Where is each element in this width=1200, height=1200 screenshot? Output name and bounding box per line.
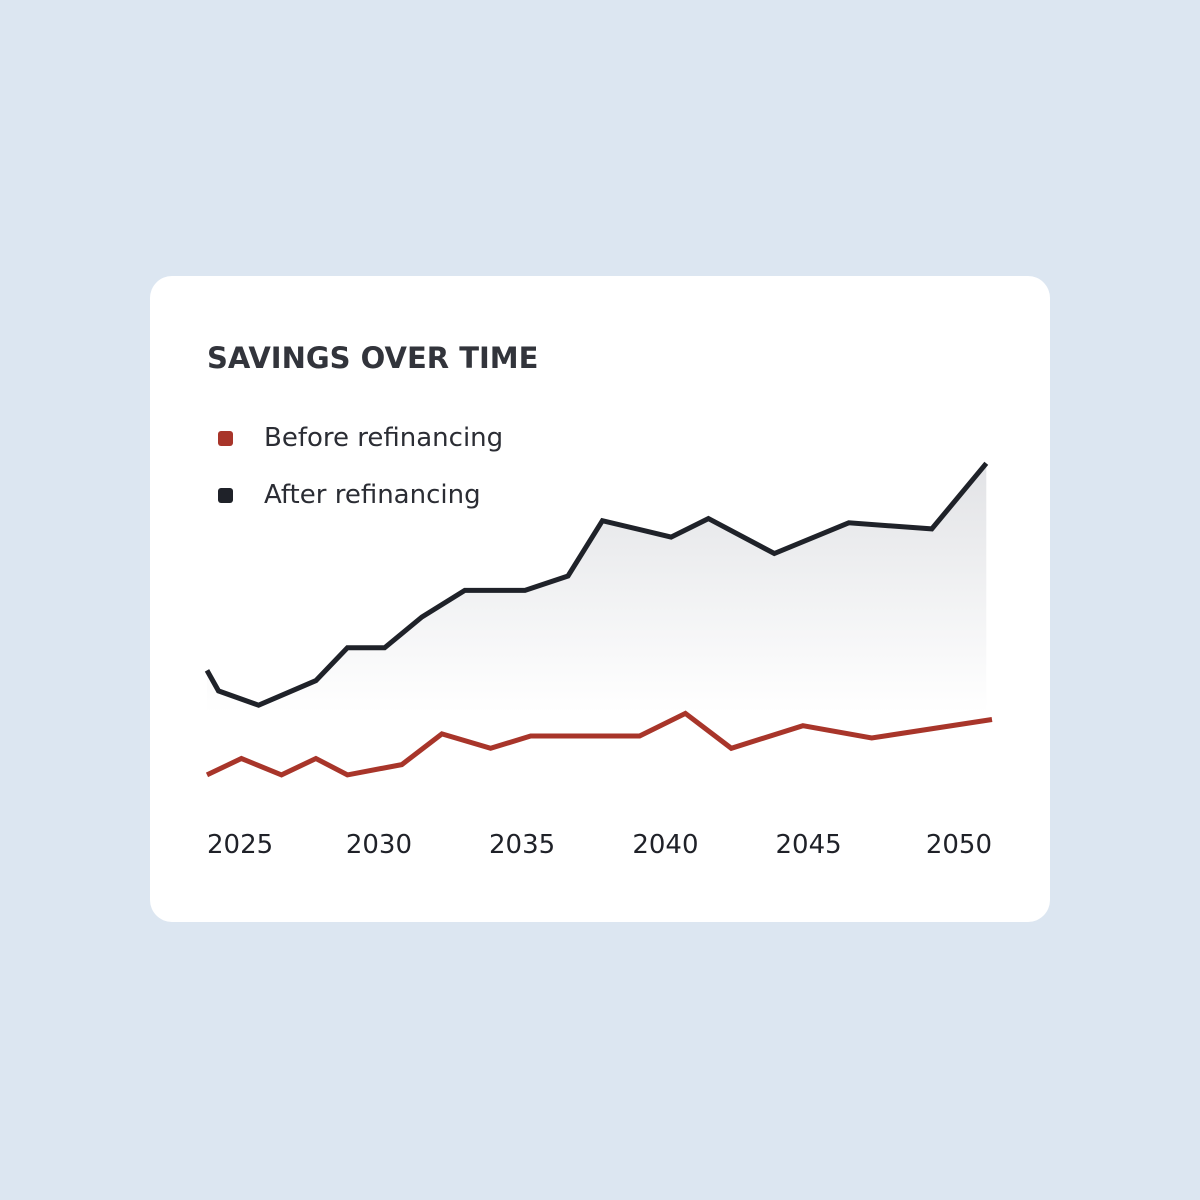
legend-label-before: Before refinancing <box>264 423 504 453</box>
x-axis-tick-labels: 2025 2030 2035 2040 2045 2050 <box>207 830 992 860</box>
series-area-after-refinancing <box>207 463 987 714</box>
legend-swatch-before <box>218 430 233 446</box>
legend-item-after: After refinancing <box>218 475 503 515</box>
series-line-before-refinancing <box>205 710 993 778</box>
legend-label-after: After refinancing <box>264 480 481 510</box>
legend-swatch-after <box>218 487 233 503</box>
series-areas <box>207 463 987 714</box>
x-tick-label: 2030 <box>346 830 412 860</box>
chart-title: SAVINGS OVER TIME <box>207 341 539 375</box>
legend-item-before: Before refinancing <box>218 418 503 458</box>
legend: Before refinancing After refinancing <box>218 418 503 532</box>
x-tick-label: 2025 <box>207 830 273 860</box>
x-tick-label: 2035 <box>489 830 555 860</box>
series-line-after-refinancing <box>204 461 989 708</box>
x-tick-label: 2050 <box>926 830 992 860</box>
x-tick-label: 2045 <box>776 830 842 860</box>
x-tick-label: 2040 <box>632 830 698 860</box>
series-lines <box>204 461 993 778</box>
